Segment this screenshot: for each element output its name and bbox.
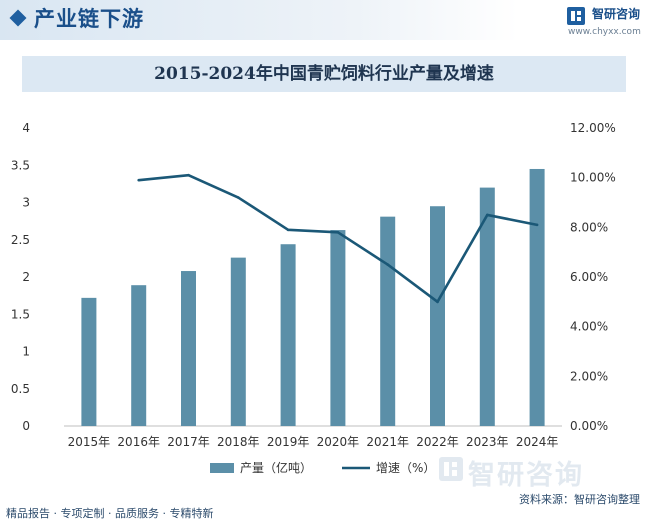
y-right-tick-label: 8.00% xyxy=(570,220,608,234)
x-tick-label: 2020年 xyxy=(317,435,360,449)
footer-tagline: 精品报告 · 专项定制 · 品质服务 · 专精特新 xyxy=(6,507,214,520)
y-left-tick-label: 3.5 xyxy=(11,158,30,172)
logo-text: 智研咨询 xyxy=(592,7,641,21)
y-right-tick-label: 10.00% xyxy=(570,171,616,185)
x-tick-label: 2023年 xyxy=(466,435,509,449)
bar xyxy=(280,244,296,426)
legend-label-line: 增速（%） xyxy=(376,461,435,475)
y-right-tick-label: 4.00% xyxy=(570,320,608,334)
watermark-text: 智研咨询 xyxy=(468,460,584,491)
y-right-tick-label: 6.00% xyxy=(570,270,608,284)
x-tick-label: 2017年 xyxy=(167,435,210,449)
growth-point xyxy=(237,196,240,199)
growth-point xyxy=(535,223,539,227)
y-left-tick-label: 1 xyxy=(22,345,30,359)
bar xyxy=(131,285,147,426)
x-tick-label: 2024年 xyxy=(516,435,559,449)
growth-point xyxy=(486,213,489,217)
bar xyxy=(479,187,495,426)
y-left-tick-label: 4 xyxy=(22,121,30,135)
bar xyxy=(529,168,545,426)
growth-point xyxy=(187,173,190,177)
x-tick-label: 2022年 xyxy=(416,435,459,449)
y-left-tick-label: 0 xyxy=(22,419,30,433)
y-right-tick-label: 0.00% xyxy=(570,419,608,433)
y-left-tick-label: 1.5 xyxy=(11,307,30,321)
logo-mark-icon xyxy=(567,7,585,25)
chart-title: 2015-2024年中国青贮饲料行业产量及增速 xyxy=(154,64,494,84)
section-title: 产业链下游 xyxy=(34,7,144,31)
y-left-tick-label: 2.5 xyxy=(11,233,30,247)
y-left-tick-label: 3 xyxy=(22,196,30,210)
section-header: 产业链下游 xyxy=(0,0,648,40)
growth-point xyxy=(286,228,290,232)
bar xyxy=(181,271,196,426)
x-tick-label: 2018年 xyxy=(217,435,260,449)
bar xyxy=(230,257,246,426)
x-tick-label: 2016年 xyxy=(117,435,160,449)
growth-point xyxy=(137,178,140,182)
growth-point xyxy=(336,231,340,234)
bar xyxy=(380,216,396,426)
y-right-tick-label: 2.00% xyxy=(570,369,608,383)
x-tick-label: 2019年 xyxy=(267,435,310,449)
watermark-logo-icon xyxy=(439,457,463,481)
growth-point xyxy=(436,300,439,304)
y-left-tick-label: 2 xyxy=(22,270,30,284)
brand-logo: 智研咨询 www.chyxx.com xyxy=(566,4,646,38)
y-left-tick-label: 0.5 xyxy=(11,382,30,396)
logo-url: www.chyxx.com xyxy=(568,27,641,37)
legend-label-bar: 产量（亿吨） xyxy=(240,460,312,475)
bar xyxy=(430,206,445,426)
bar xyxy=(330,230,346,426)
legend-swatch-bar xyxy=(210,463,234,473)
y-right-tick-label: 12.00% xyxy=(570,121,616,135)
growth-point xyxy=(386,263,390,266)
x-tick-label: 2021年 xyxy=(366,435,409,449)
bar xyxy=(81,297,97,426)
source-note: 资料来源：智研咨询整理 xyxy=(519,493,640,506)
x-tick-label: 2015年 xyxy=(68,435,111,449)
chart-title-band: 2015-2024年中国青贮饲料行业产量及增速 xyxy=(22,56,626,92)
